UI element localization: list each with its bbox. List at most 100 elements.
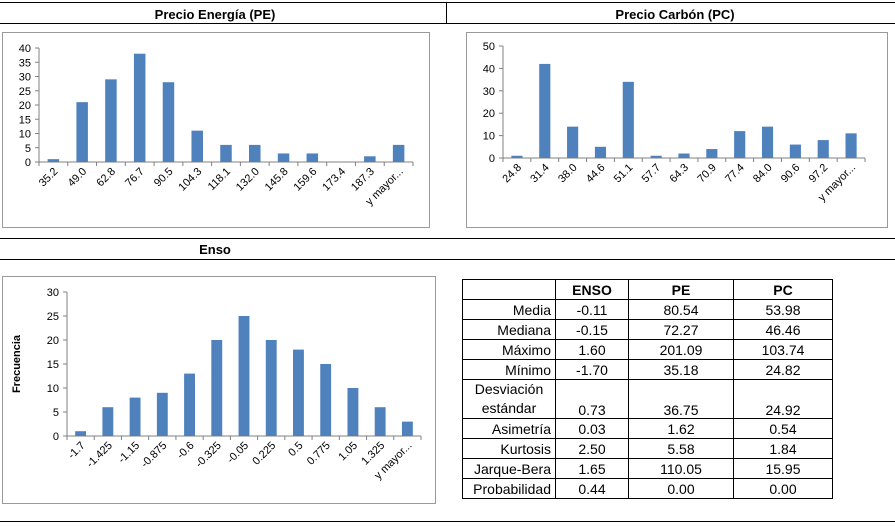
enso-x-tick-label: 0.775 (305, 440, 333, 468)
pc-bar (567, 126, 579, 158)
pe-x-tick-label: 159.6 (291, 166, 319, 194)
pe-bar (133, 53, 146, 163)
pc-y-tick-label: 10 (483, 131, 495, 143)
enso-y-tick-label: 0 (53, 431, 59, 443)
enso-y-tick-label: 25 (47, 311, 59, 323)
pc-x-tick-label: 24.8 (500, 162, 524, 186)
pc-bar (539, 63, 551, 158)
stats-row-label: Mínimo (462, 359, 556, 380)
stats-cell: 1.60 (555, 339, 629, 360)
pe-bar (364, 156, 376, 162)
pe-x-tick-label: 118.1 (206, 166, 233, 193)
enso-x-tick-label: 0.5 (286, 440, 305, 459)
header-pe: Precio Energía (PE) (154, 7, 276, 22)
pc-bar (622, 81, 634, 158)
pe-y-tick-label: 30 (19, 72, 31, 84)
pe-y-tick-label: 40 (19, 43, 31, 55)
pc-x-tick-label: 57.7 (640, 162, 664, 186)
stats-row-label: Mediana (462, 319, 556, 340)
stats-row-label: Desviación estándar (462, 379, 556, 419)
enso-y-axis-label: Frecuencia (11, 334, 23, 393)
pe-bar (392, 144, 405, 162)
enso-y-tick-label: 15 (47, 359, 59, 371)
pc-x-tick-label: 84.0 (751, 162, 775, 186)
stats-body: Media -0.11 80.54 53.98 Mediana -0.15 72.27 46.… (462, 299, 833, 499)
enso-bar (320, 364, 332, 436)
pc-y-tick-label: 40 (483, 63, 495, 75)
pc-x-tick-label: 31.4 (528, 162, 552, 186)
col-header-enso: ENSO (555, 279, 629, 300)
pc-bar (817, 140, 829, 158)
enso-bar (238, 316, 250, 436)
top-rule (0, 2, 895, 3)
stats-row: Jarque-Bera 1.65 110.05 15.95 (462, 458, 833, 479)
stats-cell: 0.54 (733, 418, 833, 439)
pc-bar (650, 155, 662, 158)
stats-cell: 24.92 (733, 379, 833, 419)
stats-row: Mediana -0.15 72.27 46.46 (462, 319, 833, 340)
pc-x-tick-label: 51.1 (612, 162, 636, 186)
enso-x-tick-label: -1.7 (66, 440, 88, 462)
enso-y-tick-label: 30 (47, 287, 59, 299)
pe-x-tick-label: 49.0 (66, 166, 90, 190)
enso-x-tick-label: -0.875 (139, 440, 170, 471)
pe-x-tick-label: 76.7 (123, 166, 147, 190)
stats-cell: 110.05 (628, 458, 734, 479)
mid-rule-1 (0, 238, 895, 239)
pc-x-tick-label: 90.6 (779, 162, 803, 186)
stats-row-label: Kurtosis (462, 438, 556, 459)
enso-x-tick-label: -1.425 (84, 440, 115, 471)
header-rule-1 (0, 23, 895, 24)
stats-cell: 0.00 (733, 478, 833, 499)
pe-bar (47, 159, 60, 162)
stats-cell: 0.44 (555, 478, 629, 499)
stats-row-label: Asimetría (462, 418, 556, 439)
enso-x-tick-label: 1.05 (336, 440, 360, 464)
stats-cell: 2.50 (555, 438, 629, 459)
stats-row: Probabilidad 0.44 0.00 0.00 (462, 478, 833, 499)
pc-x-tick-label: 64.3 (667, 162, 691, 186)
stats-cell: 1.84 (733, 438, 833, 459)
enso-bar (293, 349, 304, 436)
pc-bar (845, 133, 857, 158)
chart-enso: 0 5 10 15 20 25 30 -1.7 -1.425 -1.15 -0.875 -0.6 -0.… (2, 276, 436, 504)
stats-cell: 80.54 (628, 299, 734, 320)
pe-x-tick-label: 90.5 (152, 166, 176, 190)
pc-bar (734, 131, 746, 158)
enso-bar (184, 373, 195, 436)
enso-y-tick-label: 20 (47, 335, 59, 347)
stats-table: ENSO PE PC Media -0.11 80.54 53.98 Mediana -0… (462, 279, 833, 499)
pc-bar (789, 144, 801, 158)
stats-row-label: Probabilidad (462, 478, 556, 499)
stats-row-label: Máximo (462, 339, 556, 360)
pc-x-tick-label: 44.6 (584, 162, 608, 186)
pe-bar (191, 130, 203, 162)
pc-bar (706, 149, 718, 158)
pc-y-tick-label: 20 (483, 108, 495, 120)
enso-bar (102, 407, 114, 436)
enso-y-tick-label: 10 (47, 383, 59, 395)
pe-bar (162, 82, 175, 162)
header-pc: Precio Carbón (PC) (615, 7, 735, 22)
pc-bar (594, 146, 607, 158)
pe-y-tick-label: 15 (19, 114, 31, 126)
enso-bar (156, 392, 168, 436)
bottom-rule (0, 521, 895, 522)
mid-rule-2 (0, 259, 895, 260)
enso-x-tick-label: 0.225 (250, 440, 278, 468)
stats-cell: 103.74 (733, 339, 833, 360)
stats-row-label-line2: estándar (481, 400, 537, 416)
pe-x-tick-label: 132.0 (234, 166, 262, 194)
enso-x-tick-label: -0.05 (225, 440, 251, 466)
pe-x-tick-label: 35.2 (37, 166, 61, 190)
enso-bar (129, 397, 141, 436)
enso-bar (211, 340, 223, 436)
stats-cell: 0.03 (555, 418, 629, 439)
pe-bar (249, 144, 261, 162)
pc-x-tick-label: 77.4 (723, 162, 747, 186)
pc-bar (678, 153, 690, 158)
pc-bar (761, 126, 774, 158)
pe-y-tick-label: 10 (19, 129, 31, 141)
stats-cell: 0.00 (628, 478, 734, 499)
